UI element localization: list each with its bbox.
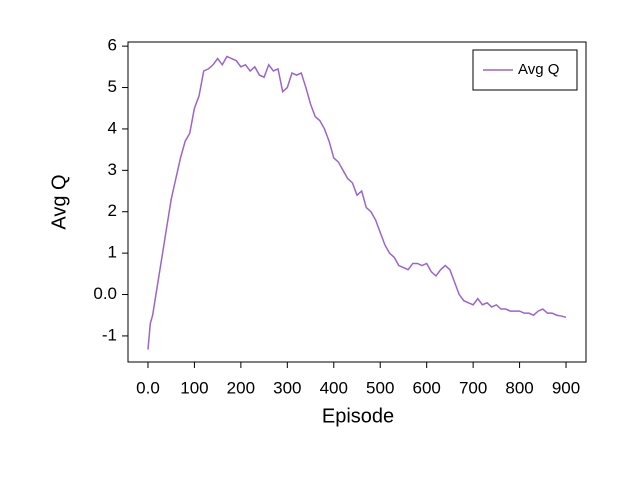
plot-frame bbox=[127, 41, 587, 363]
data-line bbox=[147, 55, 567, 350]
x-tick-label: 800 bbox=[505, 378, 533, 397]
x-tick-label: 100 bbox=[180, 378, 208, 397]
x-axis-label: Episode bbox=[322, 405, 394, 427]
x-tick-label: 0.0 bbox=[136, 378, 160, 397]
y-tick-label: 0.0 bbox=[93, 284, 117, 303]
y-tick-label: 5 bbox=[108, 77, 117, 96]
x-tick-label: 500 bbox=[366, 378, 394, 397]
x-tick-label: 700 bbox=[459, 378, 487, 397]
y-tick-label: 1 bbox=[108, 243, 117, 262]
x-tick-label: 600 bbox=[412, 378, 440, 397]
x-tick-label: 300 bbox=[273, 378, 301, 397]
x-tick-label: 200 bbox=[227, 378, 255, 397]
x-tick-label: 400 bbox=[320, 378, 348, 397]
y-axis-label: Avg Q bbox=[48, 174, 70, 229]
legend-label: Avg Q bbox=[518, 61, 559, 78]
y-tick-label: 3 bbox=[108, 160, 117, 179]
y-tick-label: 6 bbox=[108, 36, 117, 55]
y-tick-label: 4 bbox=[108, 118, 117, 137]
y-tick-label: 2 bbox=[108, 201, 117, 220]
x-tick-label: 900 bbox=[552, 378, 580, 397]
y-tick-label: -1 bbox=[102, 325, 117, 344]
